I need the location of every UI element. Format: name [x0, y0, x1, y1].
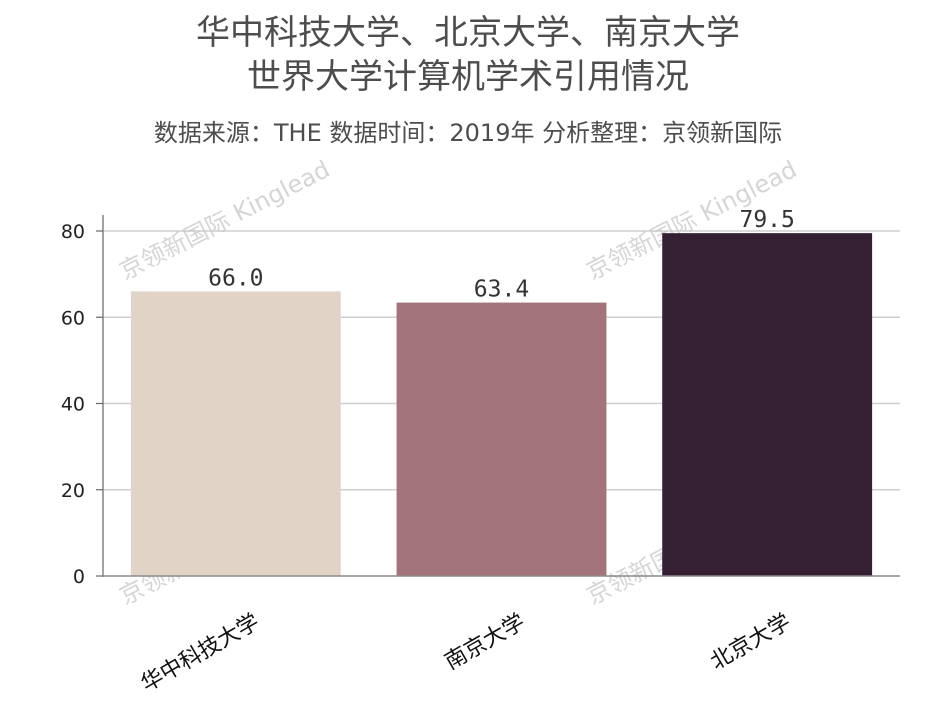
bars [130, 233, 873, 576]
y-tick-label: 60 [61, 307, 85, 329]
value-labels: 66.0 63.4 79.5 [208, 207, 795, 302]
chart-title-line-1: 华中科技大学、北京大学、南京大学 [196, 13, 740, 53]
bar [130, 291, 341, 576]
x-tick-label: 华中科技大学 [137, 610, 264, 698]
y-tick-label: 80 [61, 221, 85, 243]
chart-subtitle: 数据来源：THE 数据时间：2019年 分析整理：京领新国际 [154, 119, 782, 147]
bar-value-label: 79.5 [739, 207, 794, 233]
y-tick-labels: 0 20 40 60 80 [61, 221, 103, 588]
y-tick-label: 40 [61, 394, 85, 416]
chart-title-line-2: 世界大学计算机学术引用情况 [247, 57, 689, 97]
x-tick-label: 南京大学 [441, 610, 530, 676]
bar-value-label: 66.0 [208, 265, 263, 291]
x-tick-label: 北京大学 [706, 610, 795, 676]
axes [102, 215, 900, 577]
bar-value-label: 63.4 [474, 277, 529, 303]
y-tick-label: 0 [73, 566, 85, 588]
y-tick-label: 20 [61, 480, 85, 502]
bar [396, 302, 607, 576]
x-category-labels: 华中科技大学 南京大学 北京大学 [137, 610, 795, 698]
bar [662, 233, 873, 576]
